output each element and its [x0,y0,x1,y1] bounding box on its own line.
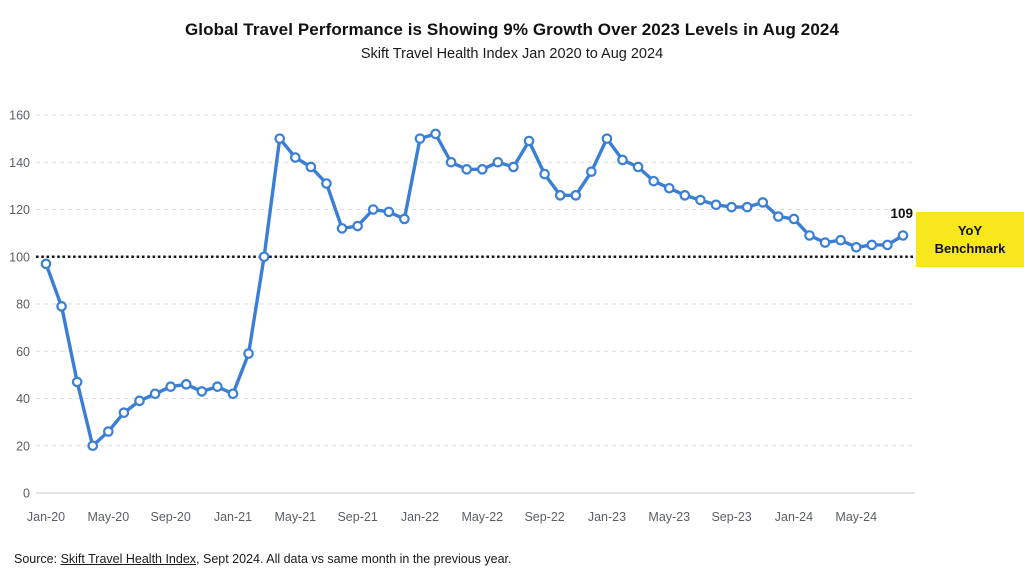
data-point-marker [445,156,457,168]
data-point-marker [40,258,52,270]
data-point-marker [710,199,722,211]
data-point-marker [336,223,348,234]
data-point-marker [554,190,566,201]
data-point-marker [212,381,223,392]
x-tick-label: Jan-20 [27,510,65,524]
data-point-marker [804,230,815,241]
data-point-marker [430,128,441,140]
x-tick-label: Jan-21 [214,510,252,524]
data-point-marker [648,175,659,187]
x-tick-label: May-22 [461,510,503,524]
y-tick-label: 100 [9,250,30,264]
data-point-marker [663,182,675,194]
y-tick-label: 120 [9,203,30,217]
data-point-marker [165,381,176,392]
x-tick-label: Sep-22 [524,510,564,524]
data-point-marker [227,388,239,400]
y-tick-label: 80 [16,298,30,312]
x-tick-label: Sep-21 [337,510,377,524]
x-tick-label: Sep-23 [711,510,751,524]
data-point-marker [882,239,893,251]
data-point-marker [103,426,114,437]
data-point-marker [56,301,67,312]
y-tick-label: 40 [16,392,30,406]
source-prefix: Source: [14,552,61,566]
y-tick-label: 140 [9,156,30,170]
data-point-marker [570,190,582,201]
x-tick-label: Jan-24 [775,510,813,524]
chart-title: Global Travel Performance is Showing 9% … [184,20,840,39]
data-point-marker [492,156,504,168]
x-tick-label: Jan-23 [588,510,626,524]
y-tick-label: 20 [16,439,30,453]
data-point-marker [118,407,130,418]
data-point-marker [601,133,613,144]
data-point-marker [87,440,99,452]
data-point-marker [258,251,270,263]
data-point-marker [773,211,784,222]
data-point-marker [367,204,379,215]
x-tick-label: Jan-22 [401,510,439,524]
data-point-marker [321,178,332,189]
data-point-marker [149,388,161,400]
last-point-value: 109 [890,206,913,221]
data-point-marker [243,348,254,359]
data-point-marker [461,164,473,175]
data-point-marker [71,376,83,388]
data-point-marker [866,239,878,251]
data-point-marker [476,164,488,175]
data-point-marker [134,395,145,407]
data-point-marker [757,197,769,208]
data-point-marker [679,190,691,201]
data-point-marker [352,220,363,232]
data-point-marker [617,154,628,166]
source-note: Source: Skift Travel Health Index, Sept … [14,552,512,566]
data-point-marker [741,201,753,213]
data-point-marker [726,201,737,213]
data-point-marker [290,152,301,163]
data-point-marker [414,133,426,144]
y-tick-label: 160 [9,109,30,123]
series-line [44,132,905,448]
data-point-marker [399,213,410,225]
y-tick-label: 0 [23,487,30,501]
data-point-marker [835,234,846,246]
yoy-benchmark-label: YoY Benchmark [916,212,1024,267]
x-tick-label: May-24 [835,510,877,524]
data-point-marker [695,194,706,206]
data-point-marker [305,161,317,173]
data-point-marker [508,161,519,173]
source-suffix: , Sept 2024. All data vs same month in t… [196,552,512,566]
y-tick-label: 60 [16,345,30,359]
data-point-marker [897,230,909,241]
data-point-marker [632,161,644,173]
x-tick-label: Sep-20 [150,510,190,524]
x-tick-label: May-21 [274,510,316,524]
data-point-marker [274,133,286,144]
data-point-marker [196,386,208,397]
data-point-marker [819,237,831,248]
source-link[interactable]: Skift Travel Health Index [60,552,197,566]
data-point-marker [523,135,535,147]
data-point-marker [180,379,192,390]
data-point-marker [586,166,597,177]
x-tick-label: May-23 [648,510,690,524]
yoy-benchmark-text: YoY Benchmark [934,222,1006,256]
data-point-marker [539,168,550,180]
data-point-marker [788,213,800,225]
data-point-marker [850,242,862,253]
data-point-marker [383,206,395,218]
x-tick-label: May-20 [87,510,129,524]
chart-subtitle: Skift Travel Health Index Jan 2020 to Au… [360,46,664,62]
